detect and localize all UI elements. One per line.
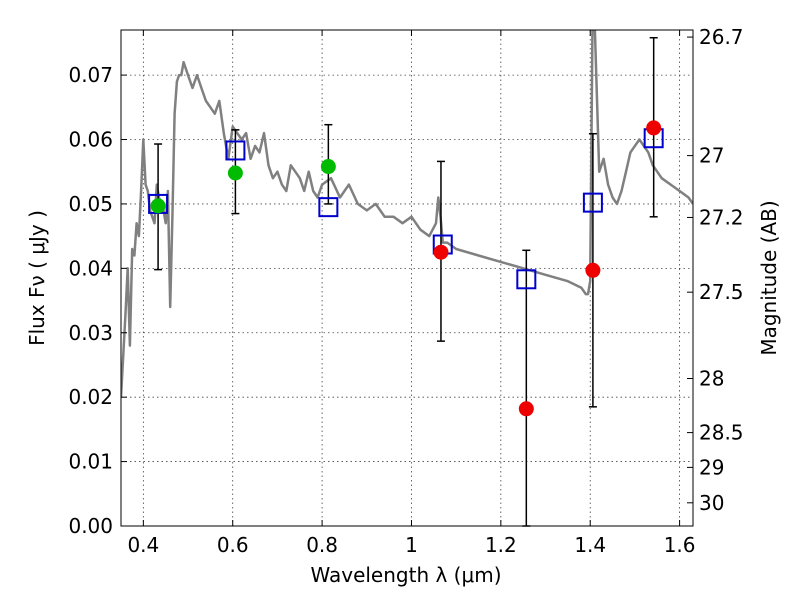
x-tick-label: 0.4 xyxy=(127,533,159,557)
y2-axis-label: Magnitude (AB) xyxy=(757,200,781,355)
x-tick-label: 1.4 xyxy=(574,533,606,557)
observed-photometry-layer xyxy=(150,120,662,417)
x-tick-label: 1.2 xyxy=(485,533,517,557)
observed-photometry-point xyxy=(518,401,534,417)
observed-photometry-point xyxy=(227,165,243,181)
y2-tick-label: 28.5 xyxy=(699,421,744,445)
x-tick-label: 0.6 xyxy=(217,533,249,557)
y2-tick-label: 30 xyxy=(699,491,724,515)
y-tick-label: 0.07 xyxy=(68,63,113,87)
error-bar xyxy=(522,249,531,527)
observed-photometry-point xyxy=(320,159,336,175)
y-tick-label: 0.02 xyxy=(68,385,113,409)
x-axis-label: Wavelength λ (μm) xyxy=(310,563,501,587)
plot-frame xyxy=(120,29,694,527)
model-photometry-point xyxy=(225,140,246,161)
y-tick-label: 0.01 xyxy=(68,450,113,474)
x-tick-label: 0.8 xyxy=(306,533,338,557)
y-tick-label: 0.00 xyxy=(68,514,113,538)
y2-tick-label: 27.2 xyxy=(699,205,744,229)
observed-photometry-point xyxy=(646,120,662,136)
y2-tick-label: 26.7 xyxy=(699,25,744,49)
errorbar-layer xyxy=(154,36,658,527)
x-tick-label: 1 xyxy=(405,533,418,557)
y2-tick-label: 27.5 xyxy=(699,280,744,304)
grid-lines xyxy=(121,30,693,527)
x-tick-label: 1.6 xyxy=(664,533,696,557)
observed-photometry-point xyxy=(433,244,449,260)
y-tick-label: 0.04 xyxy=(68,256,113,280)
y-tick-label: 0.06 xyxy=(68,128,113,152)
y-tick-label: 0.03 xyxy=(68,321,113,345)
observed-photometry-point xyxy=(150,198,166,214)
tick-layer: 0.4 0.6 0.8 1 1.2 1.4 1.6 0.00 0.01 0.02 0.03 0.04 0… xyxy=(68,25,743,557)
y-axis-label: Flux Fν ( μJy ) xyxy=(25,210,49,346)
y2-tick-label: 28 xyxy=(699,366,724,390)
y-tick-label: 0.05 xyxy=(68,192,113,216)
model-photometry-point xyxy=(318,197,339,218)
observed-photometry-point xyxy=(585,262,601,278)
spectrum-line xyxy=(121,30,693,398)
spectrum-layer xyxy=(121,30,693,398)
model-photometry-layer xyxy=(148,128,664,290)
model-photometry-point xyxy=(516,269,537,290)
model-photometry-point xyxy=(582,192,603,213)
y2-tick-label: 27 xyxy=(699,144,724,168)
y2-tick-label: 29 xyxy=(699,455,724,479)
